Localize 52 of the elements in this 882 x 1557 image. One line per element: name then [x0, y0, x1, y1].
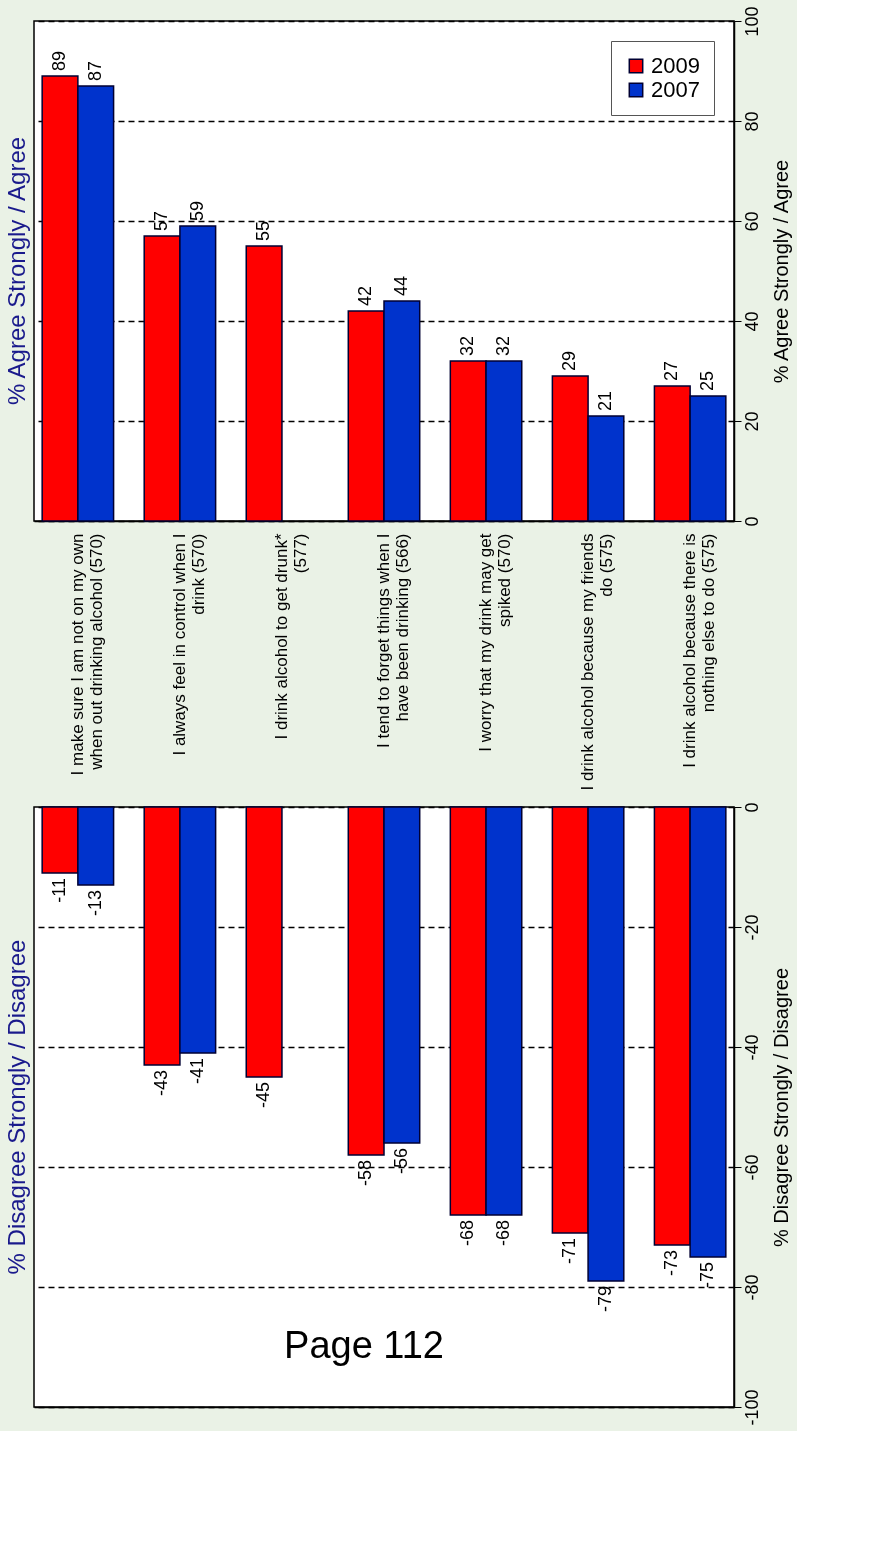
data-label: -41: [186, 1058, 207, 1085]
x-tick-label: I drink alcohol because there is nothing else to do (575): [680, 533, 719, 768]
text: % Agree Strongly / Agree: [3, 136, 30, 406]
y-tick-label: 60: [741, 211, 762, 232]
data-label: 87: [84, 60, 105, 81]
data-label: 59: [186, 200, 207, 221]
y-tick-label: -20: [741, 914, 762, 941]
data-label: 32: [457, 335, 478, 356]
data-label: -11: [49, 878, 70, 903]
data-label: -68: [457, 1220, 478, 1247]
y-tick-label: -100: [741, 1389, 762, 1426]
data-label: 89: [49, 50, 70, 71]
data-label: -75: [696, 1262, 717, 1289]
y-tick-label: -80: [741, 1274, 762, 1301]
x-tick-label: I worry that my drink may get spiked (570): [476, 533, 515, 752]
y-tick-label: 40: [741, 311, 762, 332]
data-label: 55: [253, 220, 274, 241]
y-tick-label: 20: [741, 411, 762, 432]
legend-label: 2009: [651, 53, 700, 78]
legend-label: 2007: [651, 77, 700, 102]
data-label: 21: [594, 390, 615, 411]
annotation: Page 112: [284, 1324, 444, 1366]
data-label: 57: [151, 210, 172, 231]
y-tick-label: 0: [741, 802, 762, 813]
data-label: 42: [355, 285, 376, 306]
y-tick-label: 80: [741, 111, 762, 132]
text: % Disagree Strongly / Disagree: [3, 939, 30, 1275]
data-label: -68: [492, 1220, 513, 1247]
x-tick-label: I drink alcohol to get drunk* (577): [271, 533, 310, 740]
y-tick-label: -60: [741, 1154, 762, 1181]
data-label: -56: [390, 1148, 411, 1175]
data-label: -71: [559, 1238, 580, 1265]
data-label: 44: [390, 275, 411, 296]
data-label: -13: [84, 890, 105, 917]
y-axis-title: % Disagree Strongly / Disagree: [769, 967, 792, 1248]
x-tick-label: I tend to forget things when I have been drinking (566): [374, 533, 412, 749]
data-label: -43: [151, 1070, 172, 1097]
data-label: 32: [492, 335, 513, 356]
x-tick-label: I drink alcohol because my friends do (575): [578, 533, 617, 791]
data-label: 29: [559, 350, 580, 371]
y-tick-label: 0: [741, 516, 762, 527]
y-tick-label: -40: [741, 1034, 762, 1061]
data-label: -79: [594, 1286, 615, 1313]
data-label: 25: [696, 370, 717, 391]
data-label: -73: [661, 1250, 682, 1277]
x-tick-label: I always feel in control when I drink (570): [169, 533, 208, 756]
y-axis-title: % Agree Strongly / Agree: [769, 159, 792, 384]
data-label: -45: [253, 1082, 274, 1109]
data-label: 27: [661, 360, 682, 381]
bar: [245, 245, 283, 522]
x-tick-label: I make sure I am not on my own when out drinking alcohol (570): [67, 533, 106, 776]
y-tick-label: 100: [741, 6, 762, 37]
